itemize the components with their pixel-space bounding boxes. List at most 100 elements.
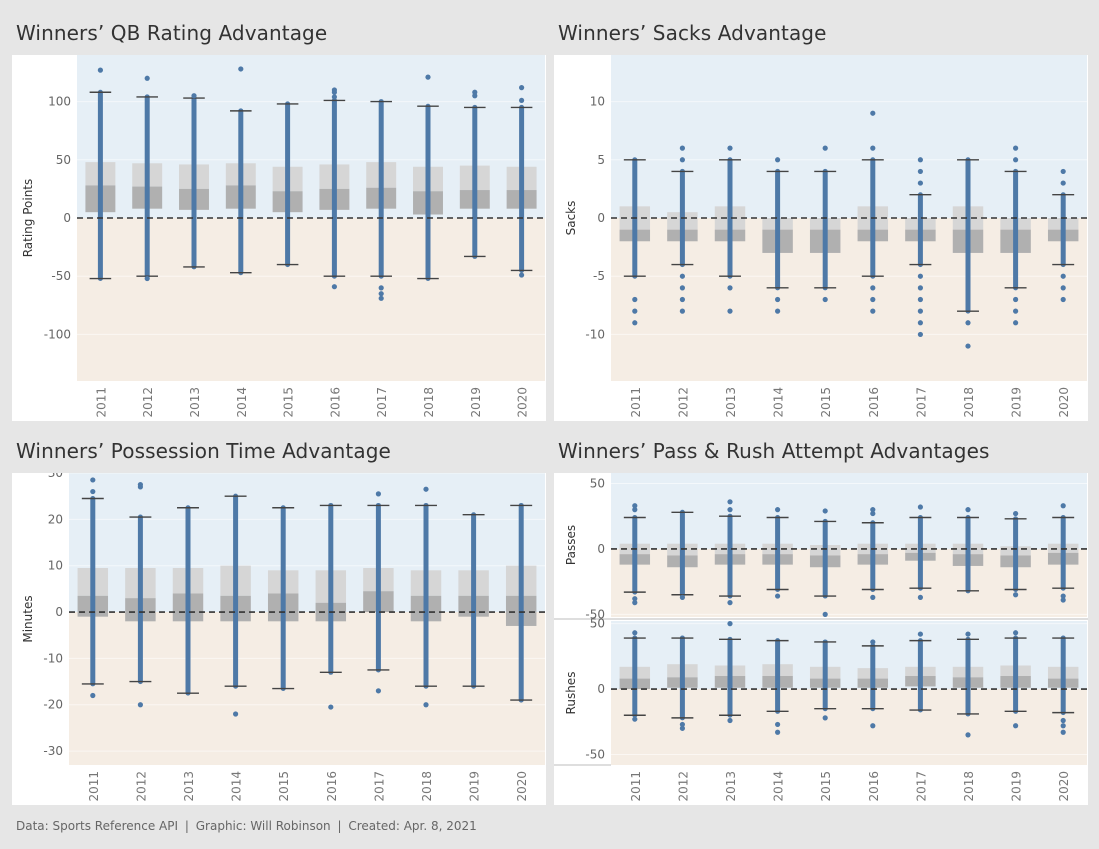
- outlier-point: [870, 510, 876, 517]
- y-tick-label: 50: [590, 617, 605, 631]
- outlier-point: [328, 704, 334, 710]
- outlier-point: [1060, 717, 1066, 724]
- outlier-point: [1060, 597, 1066, 603]
- y-tick-label: -10: [43, 651, 63, 665]
- outlier-point: [144, 75, 150, 81]
- outlier-point: [917, 308, 923, 314]
- footer-credits: Data: Sports Reference API | Graphic: Wi…: [16, 819, 477, 833]
- x-tick-label: 2018: [962, 387, 976, 418]
- outlier-point: [1013, 320, 1019, 326]
- outlier-point: [679, 285, 685, 291]
- outlier-point: [870, 285, 876, 291]
- outlier-point: [632, 296, 638, 303]
- outlier-point: [1060, 180, 1066, 186]
- outlier-point: [90, 477, 96, 483]
- outlier-point: [727, 507, 733, 513]
- outlier-point: [822, 715, 828, 721]
- y-tick-label: 20: [48, 512, 63, 526]
- x-tick-label: 2018: [422, 387, 436, 418]
- outlier-point: [137, 481, 143, 488]
- outlier-point: [1060, 593, 1066, 599]
- negative-region: [77, 218, 545, 381]
- outlier-point: [1013, 296, 1019, 303]
- x-tick-label: 2020: [515, 771, 529, 802]
- outlier-point: [870, 639, 876, 645]
- y-tick-label: 30: [48, 473, 63, 480]
- pass-rush-chart: 50 0 -50 Passes 50 0 -50 Rushes 2011 2012 2013 2014…: [554, 473, 1088, 805]
- outlier-point: [870, 145, 876, 151]
- y-tick-label: 0: [597, 211, 605, 225]
- x-tick-label: 2020: [1057, 387, 1071, 418]
- positive-region: [611, 55, 1087, 218]
- x-tick-label: 2013: [188, 387, 202, 418]
- y-axis-label: Passes: [564, 525, 578, 565]
- outlier-point: [375, 688, 381, 694]
- outlier-point: [378, 291, 384, 297]
- negative-region: [69, 612, 545, 765]
- outlier-point: [1013, 592, 1019, 598]
- x-tick-label: 2012: [134, 771, 148, 802]
- outlier-point: [1060, 729, 1066, 735]
- outlier-point: [727, 600, 733, 606]
- outlier-point: [191, 93, 197, 99]
- x-tick-label: 2014: [235, 387, 249, 418]
- outlier-point: [917, 320, 923, 326]
- outlier-point: [965, 343, 971, 349]
- outlier-point: [822, 296, 828, 303]
- x-tick-label: 2013: [182, 771, 196, 802]
- outlier-point: [775, 729, 781, 735]
- x-tick-label: 2017: [914, 387, 928, 418]
- sacks-plot: 10 5 0 -5 -10 Sacks 2011 2012 2013 2014 2015 2016 20…: [564, 55, 1087, 418]
- y-tick-label: 0: [597, 682, 605, 696]
- outlier-point: [679, 157, 685, 163]
- y-axis-label: Minutes: [21, 595, 35, 642]
- outlier-point: [679, 594, 685, 600]
- outlier-point: [1013, 308, 1019, 314]
- outlier-point: [378, 285, 384, 291]
- pass-rush-plot: 50 0 -50 Passes 50 0 -50 Rushes 2011 2012 2013 2014…: [554, 473, 1088, 802]
- sacks-chart: 10 5 0 -5 -10 Sacks 2011 2012 2013 2014 2015 2016 20…: [554, 55, 1088, 421]
- x-tick-label: 2012: [676, 771, 690, 802]
- x-tick-label: 2017: [914, 771, 928, 802]
- x-tick-label: 2011: [94, 387, 108, 418]
- outlier-point: [727, 717, 733, 724]
- positive-region: [611, 473, 1087, 549]
- x-tick-label: 2017: [375, 387, 389, 418]
- outlier-point: [965, 320, 971, 326]
- outlier-point: [870, 308, 876, 314]
- outlier-point: [519, 272, 525, 278]
- outlier-point: [1060, 273, 1066, 279]
- y-tick-label: 50: [56, 153, 71, 167]
- y-tick-label: 10: [48, 559, 63, 573]
- y-tick-label: 0: [63, 211, 71, 225]
- x-tick-label: 2015: [282, 387, 296, 418]
- outlier-point: [1060, 503, 1066, 509]
- footer-separator: |: [184, 819, 189, 833]
- outlier-point: [775, 157, 781, 163]
- outlier-point: [1013, 630, 1019, 636]
- possession-plot: 30 20 10 0 -10 -20 -30 Minutes 2011 2012 2013 2014 2…: [21, 473, 545, 802]
- outlier-point: [965, 631, 971, 637]
- x-tick-label: 2018: [962, 771, 976, 802]
- outlier-point: [331, 284, 337, 290]
- outlier-point: [870, 594, 876, 600]
- outlier-point: [472, 89, 478, 95]
- outlier-point: [1060, 168, 1066, 175]
- footer-data-source: Data: Sports Reference API: [16, 819, 179, 833]
- y-tick-label: -20: [43, 698, 63, 712]
- y-tick-label: 100: [48, 95, 71, 109]
- qb-rating-plot: 100 50 0 -50 -100 Rating Points 2011 2012 2013 20…: [21, 55, 545, 418]
- outlier-point: [775, 308, 781, 314]
- outlier-point: [679, 145, 685, 151]
- x-tick-label: 2015: [819, 771, 833, 802]
- outlier-point: [775, 721, 781, 728]
- outlier-point: [679, 308, 685, 314]
- outlier-point: [1013, 145, 1019, 151]
- outlier-point: [1060, 285, 1066, 291]
- outlier-point: [870, 507, 876, 513]
- outlier-point: [917, 273, 923, 279]
- x-tick-label: 2011: [629, 771, 643, 802]
- outlier-point: [1060, 296, 1066, 303]
- outlier-point: [632, 503, 638, 509]
- outlier-point: [917, 504, 923, 510]
